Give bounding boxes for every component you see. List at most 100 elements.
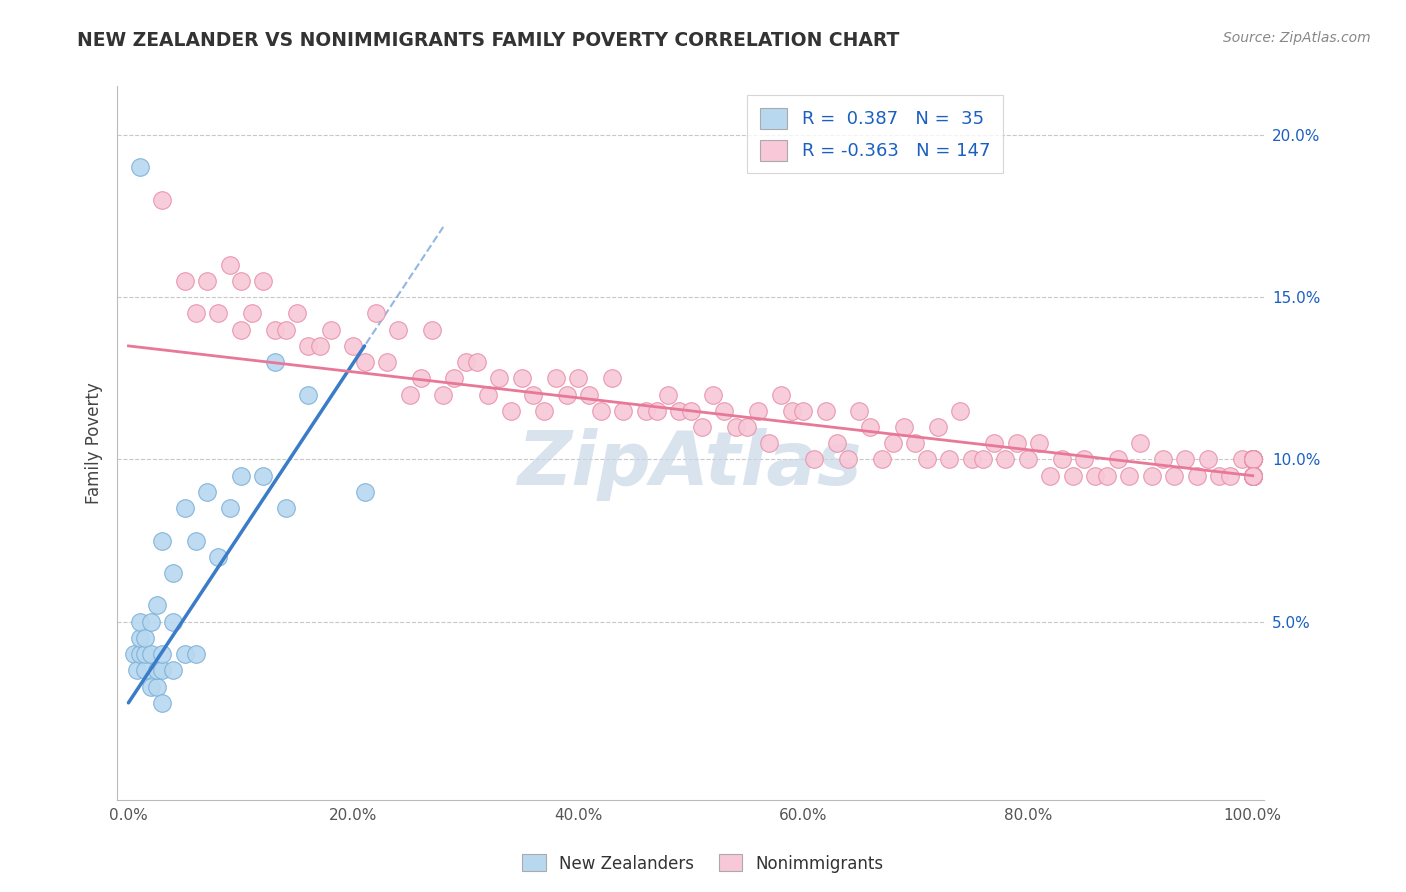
Text: Source: ZipAtlas.com: Source: ZipAtlas.com	[1223, 31, 1371, 45]
Point	[1241, 468, 1264, 483]
Point	[1163, 468, 1185, 483]
Point	[960, 452, 983, 467]
Point	[173, 647, 195, 661]
Point	[128, 161, 150, 175]
Text: ZipAtlas: ZipAtlas	[519, 428, 863, 501]
Point	[375, 355, 398, 369]
Point	[342, 339, 364, 353]
Point	[1241, 468, 1264, 483]
Point	[297, 339, 319, 353]
Point	[1241, 468, 1264, 483]
Point	[465, 355, 488, 369]
Point	[1017, 452, 1039, 467]
Point	[1241, 452, 1264, 467]
Point	[949, 404, 972, 418]
Point	[994, 452, 1017, 467]
Point	[769, 387, 792, 401]
Point	[122, 647, 145, 661]
Point	[207, 306, 229, 320]
Point	[792, 404, 814, 418]
Point	[128, 631, 150, 645]
Point	[1241, 468, 1264, 483]
Point	[454, 355, 477, 369]
Point	[477, 387, 499, 401]
Point	[1241, 468, 1264, 483]
Point	[184, 306, 207, 320]
Point	[150, 533, 173, 548]
Point	[263, 355, 285, 369]
Point	[1241, 452, 1264, 467]
Point	[1241, 452, 1264, 467]
Point	[252, 274, 274, 288]
Point	[229, 323, 252, 337]
Legend: New Zealanders, Nonimmigrants: New Zealanders, Nonimmigrants	[516, 847, 890, 880]
Point	[1241, 452, 1264, 467]
Point	[1197, 452, 1219, 467]
Point	[645, 404, 668, 418]
Point	[1241, 468, 1264, 483]
Point	[134, 631, 156, 645]
Point	[1241, 452, 1264, 467]
Text: NEW ZEALANDER VS NONIMMIGRANTS FAMILY POVERTY CORRELATION CHART: NEW ZEALANDER VS NONIMMIGRANTS FAMILY PO…	[77, 31, 900, 50]
Point	[1241, 468, 1264, 483]
Point	[1241, 452, 1264, 467]
Point	[139, 615, 162, 629]
Point	[533, 404, 555, 418]
Point	[837, 452, 859, 467]
Point	[803, 452, 825, 467]
Point	[1241, 468, 1264, 483]
Point	[184, 647, 207, 661]
Point	[162, 566, 184, 580]
Point	[1241, 468, 1264, 483]
Point	[972, 452, 994, 467]
Point	[274, 501, 297, 516]
Point	[1241, 468, 1264, 483]
Point	[1241, 468, 1264, 483]
Point	[499, 404, 522, 418]
Point	[1129, 436, 1152, 450]
Point	[308, 339, 330, 353]
Point	[702, 387, 724, 401]
Point	[1118, 468, 1140, 483]
Point	[758, 436, 780, 450]
Point	[938, 452, 960, 467]
Point	[1241, 468, 1264, 483]
Point	[432, 387, 454, 401]
Point	[150, 696, 173, 710]
Point	[814, 404, 837, 418]
Point	[1050, 452, 1073, 467]
Point	[713, 404, 735, 418]
Point	[893, 420, 915, 434]
Point	[488, 371, 510, 385]
Point	[353, 484, 375, 499]
Point	[1241, 468, 1264, 483]
Point	[1062, 468, 1084, 483]
Point	[127, 664, 149, 678]
Point	[1241, 452, 1264, 467]
Point	[983, 436, 1005, 450]
Point	[1208, 468, 1230, 483]
Point	[173, 274, 195, 288]
Point	[1241, 452, 1264, 467]
Point	[1241, 452, 1264, 467]
Point	[724, 420, 747, 434]
Point	[240, 306, 263, 320]
Point	[1241, 452, 1264, 467]
Point	[1219, 468, 1241, 483]
Point	[134, 664, 156, 678]
Point	[1107, 452, 1129, 467]
Point	[735, 420, 758, 434]
Point	[274, 323, 297, 337]
Point	[139, 680, 162, 694]
Point	[150, 647, 173, 661]
Point	[128, 615, 150, 629]
Point	[145, 599, 167, 613]
Point	[915, 452, 938, 467]
Point	[173, 501, 195, 516]
Point	[1241, 452, 1264, 467]
Point	[1241, 468, 1264, 483]
Point	[398, 387, 420, 401]
Point	[1028, 436, 1050, 450]
Point	[859, 420, 882, 434]
Point	[1140, 468, 1163, 483]
